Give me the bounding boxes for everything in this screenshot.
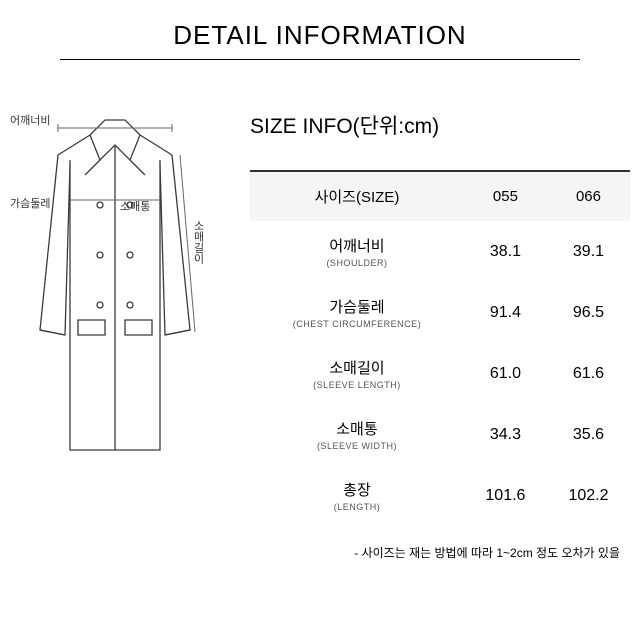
footnote: - 사이즈는 재는 방법에 따라 1~2cm 정도 오차가 있을 <box>250 544 630 561</box>
label-sleeve-length: 소매길이 <box>190 220 206 264</box>
val-cell: 61.6 <box>547 343 630 404</box>
header-label: 사이즈(SIZE) <box>250 172 464 221</box>
metric-cell: 소매통(SLEEVE WIDTH) <box>250 404 464 465</box>
header-col-0: 055 <box>464 172 547 221</box>
val-cell: 96.5 <box>547 282 630 343</box>
val-cell: 39.1 <box>547 221 630 282</box>
table-row: 총장(LENGTH) 101.6 102.2 <box>250 465 630 526</box>
metric-cell: 소매길이(SLEEVE LENGTH) <box>250 343 464 404</box>
val-cell: 61.0 <box>464 343 547 404</box>
table-row: 어깨너비(SHOULDER) 38.1 39.1 <box>250 221 630 282</box>
val-cell: 34.3 <box>464 404 547 465</box>
title-rule <box>60 59 580 60</box>
header-col-1: 066 <box>547 172 630 221</box>
metric-cell: 총장(LENGTH) <box>250 465 464 526</box>
label-shoulder: 어깨너비 <box>10 112 50 128</box>
metric-cell: 가슴둘레(CHEST CIRCUMFERENCE) <box>250 282 464 343</box>
size-info-title: SIZE INFO(단위:cm) <box>250 110 630 140</box>
val-cell: 102.2 <box>547 465 630 526</box>
val-cell: 38.1 <box>464 221 547 282</box>
table-row: 소매통(SLEEVE WIDTH) 34.3 35.6 <box>250 404 630 465</box>
page-title: DETAIL INFORMATION <box>0 20 640 51</box>
val-cell: 101.6 <box>464 465 547 526</box>
val-cell: 91.4 <box>464 282 547 343</box>
table-row: 소매길이(SLEEVE LENGTH) 61.0 61.6 <box>250 343 630 404</box>
metric-cell: 어깨너비(SHOULDER) <box>250 221 464 282</box>
size-table: 사이즈(SIZE) 055 066 어깨너비(SHOULDER) 38.1 39… <box>250 172 630 526</box>
table-row: 가슴둘레(CHEST CIRCUMFERENCE) 91.4 96.5 <box>250 282 630 343</box>
table-header-row: 사이즈(SIZE) 055 066 <box>250 172 630 221</box>
label-chest: 가슴둘레 <box>10 195 50 211</box>
coat-svg <box>30 110 200 510</box>
content-row: 어깨너비 가슴둘레 소매통 소매길이 SIZE INFO(단위:cm) 사이즈(… <box>0 90 640 561</box>
size-info: SIZE INFO(단위:cm) 사이즈(SIZE) 055 066 어깨너비(… <box>210 90 630 561</box>
coat-diagram: 어깨너비 가슴둘레 소매통 소매길이 <box>10 90 210 510</box>
val-cell: 35.6 <box>547 404 630 465</box>
label-sleeve-width: 소매통 <box>120 198 150 214</box>
